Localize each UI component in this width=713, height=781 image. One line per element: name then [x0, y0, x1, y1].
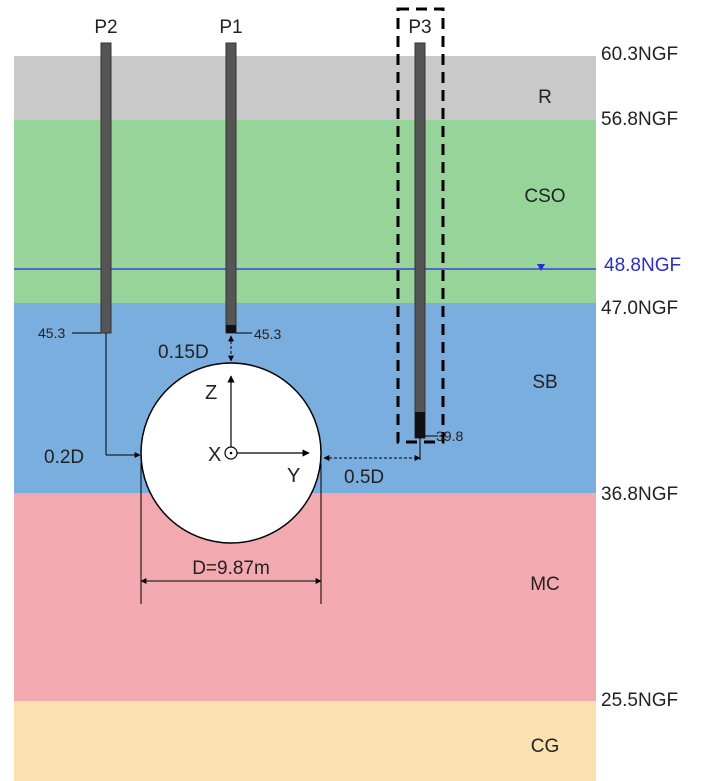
pile-p1-tip — [226, 325, 236, 333]
layer-label-cso: CSO — [524, 186, 565, 207]
elevation-label: 60.3NGF — [601, 44, 678, 65]
axis-label-y: Y — [287, 465, 300, 487]
elevation-label: 25.5NGF — [601, 690, 678, 711]
dimension-label-p1-gap: 0.15D — [158, 342, 209, 363]
layer-label-cg: CG — [531, 736, 560, 757]
pile-p1-tip-value: 45.3 — [254, 326, 281, 342]
elevation-label: 47.0NGF — [601, 298, 678, 319]
water-table-marker-icon — [537, 264, 545, 271]
elevation-label: 36.8NGF — [601, 484, 678, 505]
axis-label-z: Z — [205, 382, 217, 404]
elevation-label-water-table: 48.8NGF — [604, 255, 681, 276]
dimension-label-p3-gap: 0.5D — [344, 467, 384, 488]
pile-p1 — [225, 42, 237, 334]
elevation-label: 56.8NGF — [601, 109, 678, 130]
diameter-label: D=9.87m — [192, 558, 270, 579]
pile-label-p2: P2 — [94, 17, 117, 38]
pile-p3 — [414, 42, 426, 439]
pile-label-p1: P1 — [219, 17, 242, 38]
layer-label-r: R — [538, 87, 552, 108]
pile-p3-highlight-box — [396, 7, 445, 444]
pile-p3-tip — [415, 412, 425, 438]
pile-p2-tip-value: 45.3 — [38, 325, 65, 341]
axis-label-x: X — [208, 444, 221, 466]
x-axis-origin-dot — [229, 451, 233, 455]
pile-p3-tip-value: 39.8 — [436, 428, 463, 444]
pile-label-p3: P3 — [408, 17, 431, 38]
layer-label-mc: MC — [530, 574, 560, 595]
layer-label-sb: SB — [532, 372, 557, 393]
pile-p2 — [100, 42, 112, 334]
layer-cg — [14, 701, 596, 781]
layer-mc — [14, 493, 596, 701]
dimension-label-p2-gap: 0.2D — [44, 447, 84, 468]
